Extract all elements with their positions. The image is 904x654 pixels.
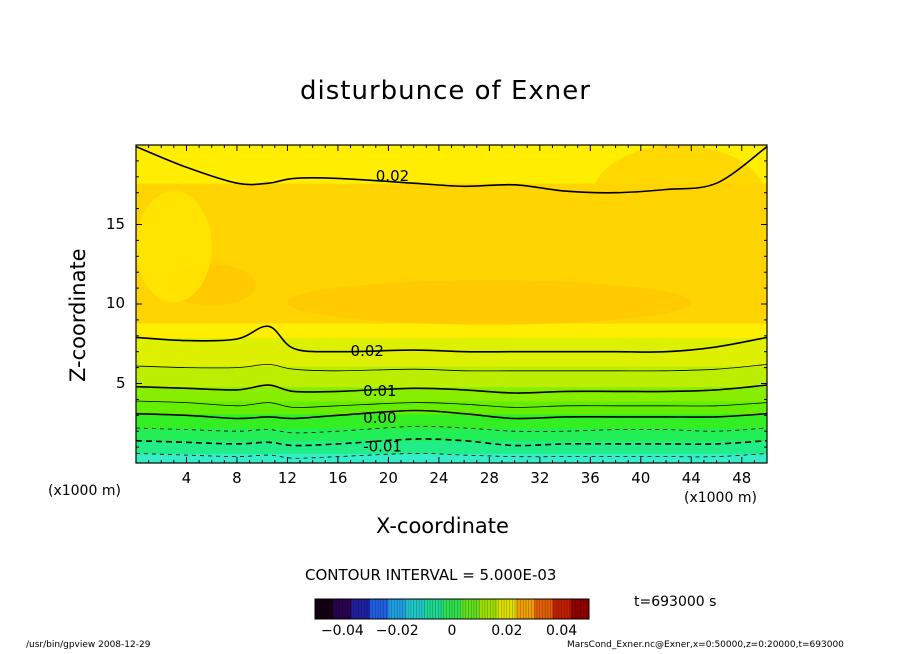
contour-line xyxy=(136,438,767,447)
contour-lines: 0.02 0.02 0.01 0.00 -0.01 xyxy=(136,145,767,459)
contour-line xyxy=(136,363,767,372)
x-tick-label: 12 xyxy=(277,469,297,487)
colorbar xyxy=(314,598,590,620)
x-axis-label: X-coordinate xyxy=(376,514,509,538)
contour-line xyxy=(136,325,767,353)
y-tick-label: 5 xyxy=(116,373,126,392)
fill-band xyxy=(136,440,767,454)
colorbar-segment xyxy=(388,599,407,619)
colorbar-segment xyxy=(461,599,480,619)
x-tick-label: 8 xyxy=(232,469,242,487)
x-unit-left: (x1000 m) xyxy=(48,483,121,499)
x-tick-label: 20 xyxy=(378,469,398,487)
colorbar-segment xyxy=(424,599,444,619)
footer-command: /usr/bin/gpview 2008-12-29 xyxy=(26,640,151,650)
colorbar-tick-label: 0.02 xyxy=(491,623,523,639)
x-tick-label: 16 xyxy=(328,469,348,487)
contour-line xyxy=(136,409,767,420)
contour-label: 0.00 xyxy=(363,409,396,427)
colorbar-segment xyxy=(570,599,590,619)
y-axis-label: Z-coordinate xyxy=(66,248,90,382)
x-tick-label: 44 xyxy=(681,469,701,487)
colorbar-segment xyxy=(515,599,535,619)
plot-frame xyxy=(135,144,768,464)
y-tick-label: 10 xyxy=(106,294,126,312)
footer-source: MarsCond_Exner.nc@Exner,x=0:50000,z=0:20… xyxy=(567,640,844,650)
colorbar-segment xyxy=(534,599,553,619)
contour-line xyxy=(136,425,767,434)
contour-interval-label: CONTOUR INTERVAL = 5.000E-03 xyxy=(305,566,557,584)
colorbar-segment xyxy=(552,599,572,619)
x-unit-right: (x1000 m) xyxy=(684,490,757,506)
colorbar-tick-label: −0.04 xyxy=(320,623,364,639)
colorbar-segment xyxy=(479,599,499,619)
x-tick-label: 32 xyxy=(530,469,550,487)
fill-patch xyxy=(287,280,692,325)
colorbar-tick-label: 0 xyxy=(447,623,457,639)
x-tick-label: 4 xyxy=(181,469,192,487)
contour-label: 0.02 xyxy=(376,167,409,185)
x-tick-label: 48 xyxy=(732,469,752,487)
contour-label: 0.01 xyxy=(363,382,396,400)
fill-band xyxy=(136,400,767,415)
colorbar-tick-label: 0.04 xyxy=(546,623,578,639)
time-label: t=693000 s xyxy=(634,594,717,610)
x-tick-label: 28 xyxy=(479,469,499,487)
colorbar-segment xyxy=(497,599,517,619)
fill-band xyxy=(136,453,767,463)
colorbar-tick-label: −0.02 xyxy=(375,623,419,639)
colorbar-segment xyxy=(442,599,462,619)
fill-band xyxy=(136,428,767,442)
fill-band xyxy=(136,323,767,338)
contour-line xyxy=(136,145,767,194)
colorbar-segment xyxy=(406,599,426,619)
fill-band xyxy=(136,386,767,402)
contour-label: 0.02 xyxy=(351,342,384,360)
fill-band xyxy=(136,413,767,429)
y-tick-label: 15 xyxy=(106,214,126,233)
colorbar-segment xyxy=(315,599,334,619)
contour-label: -0.01 xyxy=(363,438,402,456)
x-tick-label: 24 xyxy=(429,469,449,487)
x-tick-label: 36 xyxy=(580,469,600,487)
colorbar-border xyxy=(314,598,590,620)
chart-title: disturbunce of Exner xyxy=(300,76,591,106)
colorbar-segment xyxy=(351,599,371,619)
contour-line xyxy=(136,400,767,408)
x-tick-label: 40 xyxy=(631,469,651,487)
fill-band xyxy=(136,366,767,388)
colorbar-segment xyxy=(333,599,353,619)
contour-line xyxy=(136,453,767,459)
fill-patch xyxy=(136,191,212,303)
contour-fill xyxy=(136,145,767,463)
fill-patch xyxy=(590,145,767,257)
colorbar-segment xyxy=(369,599,389,619)
contour-line xyxy=(136,384,767,394)
